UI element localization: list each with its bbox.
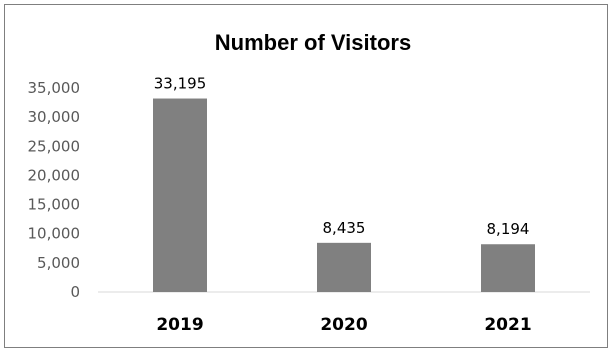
y-tick-label: 15,000 [28,196,81,214]
bars-group [153,98,535,292]
data-label-2020: 8,435 [323,219,366,237]
y-tick-label: 25,000 [28,137,81,155]
bar-2021 [481,244,535,292]
bar-2019 [153,98,207,292]
bar-2020 [317,242,371,292]
x-tick-label: 2019 [156,315,203,335]
data-label-2021: 8,194 [487,220,530,238]
data-labels-group: 33,195 8,435 8,194 [154,75,530,239]
x-tick-label: 2021 [484,315,531,335]
data-label-2019: 33,195 [154,75,207,93]
chart-title: Number of Visitors [215,30,411,55]
y-tick-label: 20,000 [28,166,81,184]
x-axis: 2019 2020 2021 [156,315,531,335]
y-tick-label: 0 [70,283,80,301]
y-tick-label: 35,000 [28,79,81,97]
y-tick-label: 5,000 [37,254,80,272]
x-tick-label: 2020 [320,315,367,335]
y-axis: 0 5,000 10,000 15,000 20,000 25,000 30,000 35,0… [28,79,81,301]
y-tick-label: 30,000 [28,108,81,126]
y-tick-label: 10,000 [28,225,81,243]
